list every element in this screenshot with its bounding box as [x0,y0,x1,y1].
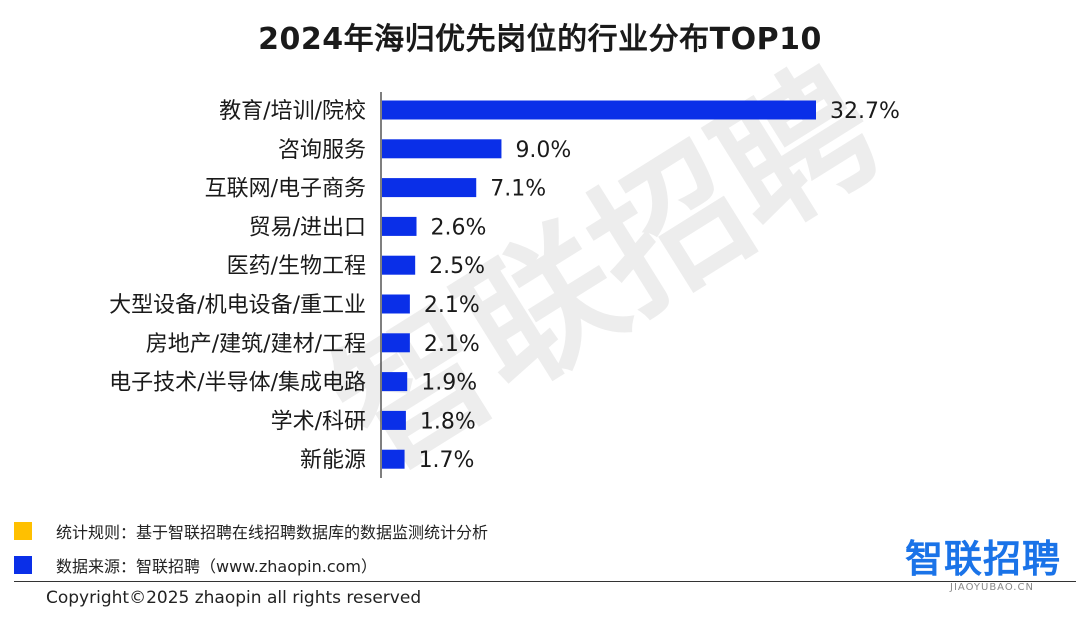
footer-divider [14,581,1076,582]
value-label: 2.1% [424,293,480,318]
bar [382,372,408,392]
bar [382,255,416,275]
category-label: 贸易/进出口 [249,215,366,240]
bar [382,333,410,353]
bar [382,449,405,469]
brand-logo-sub: JIAOYUBAO.CN [950,582,1034,593]
bar [382,139,502,159]
note-source: 数据来源：智联招聘（www.zhaopin.com） [14,553,377,577]
note-rule-text: 统计规则：基于智联招聘在线招聘数据库的数据监测统计分析 [56,523,489,542]
value-label: 9.0% [515,138,571,163]
category-label: 教育/培训/院校 [219,99,366,124]
value-label: 2.6% [431,215,487,240]
bar [382,294,410,314]
category-label: 新能源 [300,448,366,473]
note-source-marker [14,556,32,574]
category-label: 互联网/电子商务 [205,177,366,202]
note-rule-marker [14,522,32,540]
value-label: 1.8% [420,409,476,434]
bar [382,410,406,430]
bars-layer: 教育/培训/院校 32.7% 咨询服务 9.0% 互联网/电子商务 7.1% 贸易/进出口 2… [109,99,900,473]
note-rule: 统计规则：基于智联招聘在线招聘数据库的数据监测统计分析 [14,519,488,543]
category-label: 房地产/建筑/建材/工程 [146,332,366,357]
bar [382,178,477,198]
category-label: 咨询服务 [278,138,366,163]
value-label: 2.5% [429,254,485,279]
value-label: 32.7% [830,99,900,124]
value-label: 7.1% [490,177,546,202]
category-label: 大型设备/机电设备/重工业 [109,293,366,318]
value-label: 1.7% [419,448,475,473]
category-label: 学术/科研 [271,409,366,434]
category-label: 医药/生物工程 [227,254,366,279]
value-label: 1.9% [421,371,477,396]
note-source-text: 数据来源：智联招聘（www.zhaopin.com） [56,557,378,576]
chart-title: 2024年海归优先岗位的行业分布TOP10 [258,22,822,57]
bar [382,100,816,120]
bar-chart: 教育/培训/院校 32.7% 咨询服务 9.0% 互联网/电子商务 7.1% 贸易/进出口 2… [109,92,900,478]
brand-logo: 智联招聘 [905,537,1062,581]
value-label: 2.1% [424,332,480,357]
copyright: Copyright©2025 zhaopin all rights reserv… [46,588,422,608]
bar [382,216,417,236]
category-label: 电子技术/半导体/集成电路 [109,371,366,396]
